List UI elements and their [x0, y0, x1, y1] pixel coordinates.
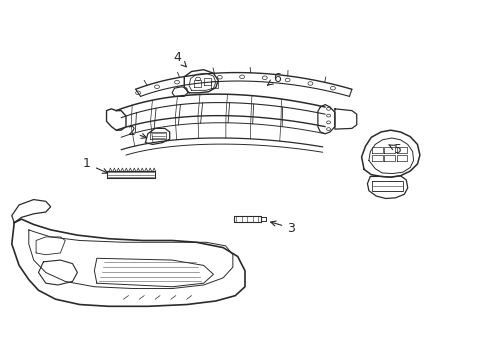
- Text: 4: 4: [173, 51, 186, 67]
- Text: 2: 2: [127, 126, 147, 139]
- Text: 5: 5: [389, 143, 402, 156]
- Text: 1: 1: [83, 157, 108, 173]
- Text: 3: 3: [270, 221, 295, 234]
- Text: 6: 6: [268, 72, 280, 85]
